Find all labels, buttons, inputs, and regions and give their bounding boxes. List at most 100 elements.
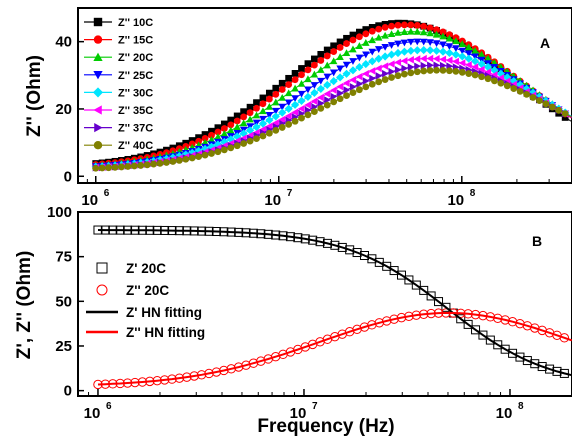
data-point	[317, 104, 325, 112]
data-point	[388, 74, 395, 81]
data-point	[329, 77, 338, 86]
data-point	[426, 46, 435, 55]
data-point	[368, 27, 376, 35]
data-point	[375, 22, 383, 30]
data-point	[233, 112, 241, 120]
legend-label: Z'' 20C	[118, 52, 153, 64]
data-point	[330, 98, 338, 106]
data-point	[336, 44, 344, 51]
data-point	[304, 111, 312, 119]
data-point	[98, 164, 106, 172]
legend-label: Z'' 40C	[118, 140, 153, 152]
data-point	[259, 115, 267, 123]
data-point	[388, 22, 395, 30]
data-point	[272, 119, 279, 127]
data-point	[452, 37, 460, 45]
x-tick-exponent: 8	[470, 188, 476, 199]
data-point	[220, 130, 229, 137]
legend-label: Z'' 30C	[118, 87, 153, 99]
data-point	[240, 108, 248, 116]
data-point	[323, 46, 331, 54]
data-point	[419, 285, 429, 295]
data-point	[478, 330, 488, 340]
data-point	[265, 129, 273, 137]
data-point	[298, 114, 305, 122]
data-point	[291, 100, 300, 109]
data-point	[291, 84, 299, 92]
data-point	[298, 71, 305, 79]
data-point	[337, 89, 344, 97]
data-point	[452, 45, 460, 53]
data-point	[523, 90, 531, 98]
data-point	[336, 38, 344, 46]
data-point	[561, 110, 569, 117]
data-point	[188, 148, 197, 157]
y-tick-label: 0	[64, 168, 72, 185]
data-point	[439, 55, 447, 64]
data-point	[368, 67, 376, 75]
data-point	[317, 99, 325, 108]
data-point	[278, 93, 286, 101]
data-point	[530, 359, 540, 369]
data-point	[310, 88, 319, 97]
data-point	[284, 99, 293, 107]
data-point	[272, 126, 280, 134]
data-point	[265, 111, 274, 119]
data-point	[485, 335, 495, 345]
legend-entry: Z'' 40C	[84, 140, 153, 152]
data-point	[471, 57, 480, 66]
data-point	[515, 318, 525, 329]
legend-marker	[96, 284, 108, 296]
data-point	[336, 53, 344, 60]
data-point	[362, 83, 370, 91]
data-point	[330, 92, 338, 101]
data-point	[420, 23, 428, 30]
data-point	[522, 356, 532, 366]
panel-a-ylabel: Z'' (Ohm)	[24, 55, 45, 137]
data-point	[259, 100, 267, 108]
data-point	[349, 76, 357, 84]
data-point	[355, 54, 364, 62]
data-point	[124, 163, 132, 170]
data-point	[401, 64, 409, 73]
data-point	[259, 107, 267, 115]
data-point	[419, 45, 428, 55]
data-point	[201, 134, 209, 142]
data-point	[208, 131, 215, 139]
data-point	[214, 128, 222, 136]
data-point	[368, 36, 377, 44]
y-tick-label: 75	[55, 249, 72, 266]
data-point	[253, 104, 260, 112]
data-point	[246, 109, 254, 117]
data-point	[438, 47, 448, 56]
data-point	[278, 86, 286, 93]
data-point	[419, 54, 427, 63]
data-point	[337, 242, 347, 252]
data-point	[362, 30, 370, 38]
x-tick-label: 10	[264, 192, 281, 209]
data-point	[464, 43, 473, 51]
data-point	[188, 154, 196, 162]
data-point	[559, 333, 570, 343]
data-point	[374, 33, 383, 41]
data-point	[143, 161, 151, 169]
data-point	[92, 164, 100, 172]
y-tick-label: 20	[55, 101, 72, 118]
x-tick-label: 10	[447, 192, 464, 209]
data-point	[400, 28, 409, 35]
data-point	[367, 320, 377, 330]
data-point	[471, 46, 479, 54]
data-point	[246, 137, 254, 145]
panel-b-ylabel: Z', Z'' (Ohm)	[14, 251, 35, 360]
data-point	[343, 34, 350, 42]
data-point	[284, 89, 293, 97]
data-point	[433, 61, 441, 69]
legend-entry: Z' HN fitting	[86, 305, 202, 320]
data-point	[284, 112, 292, 120]
panel-b-marks	[93, 225, 572, 390]
panel-b-y-ticks: 0 25 50 75 100	[47, 204, 84, 400]
data-point	[458, 68, 466, 76]
data-point	[484, 54, 492, 62]
data-point	[407, 63, 415, 71]
